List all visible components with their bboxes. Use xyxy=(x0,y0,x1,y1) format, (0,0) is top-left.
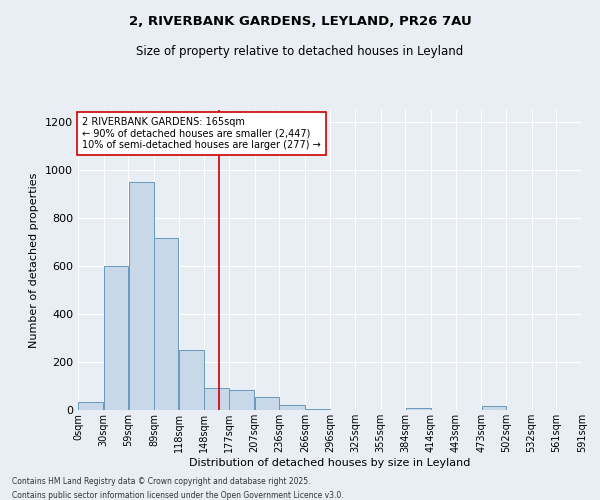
Bar xyxy=(229,390,254,410)
X-axis label: Distribution of detached houses by size in Leyland: Distribution of detached houses by size … xyxy=(190,458,470,468)
Text: Contains public sector information licensed under the Open Government Licence v3: Contains public sector information licen… xyxy=(12,491,344,500)
Bar xyxy=(406,408,431,410)
Bar xyxy=(255,397,279,410)
Bar xyxy=(179,350,204,410)
Text: 2 RIVERBANK GARDENS: 165sqm
← 90% of detached houses are smaller (2,447)
10% of : 2 RIVERBANK GARDENS: 165sqm ← 90% of det… xyxy=(82,117,321,150)
Text: 2, RIVERBANK GARDENS, LEYLAND, PR26 7AU: 2, RIVERBANK GARDENS, LEYLAND, PR26 7AU xyxy=(128,15,472,28)
Bar xyxy=(154,238,178,410)
Bar xyxy=(280,404,305,410)
Text: Contains HM Land Registry data © Crown copyright and database right 2025.: Contains HM Land Registry data © Crown c… xyxy=(12,478,311,486)
Bar xyxy=(128,182,154,410)
Bar xyxy=(305,409,330,410)
Bar xyxy=(482,406,506,410)
Text: Size of property relative to detached houses in Leyland: Size of property relative to detached ho… xyxy=(136,45,464,58)
Bar xyxy=(78,402,103,410)
Y-axis label: Number of detached properties: Number of detached properties xyxy=(29,172,40,348)
Bar xyxy=(104,266,128,410)
Bar xyxy=(205,388,229,410)
